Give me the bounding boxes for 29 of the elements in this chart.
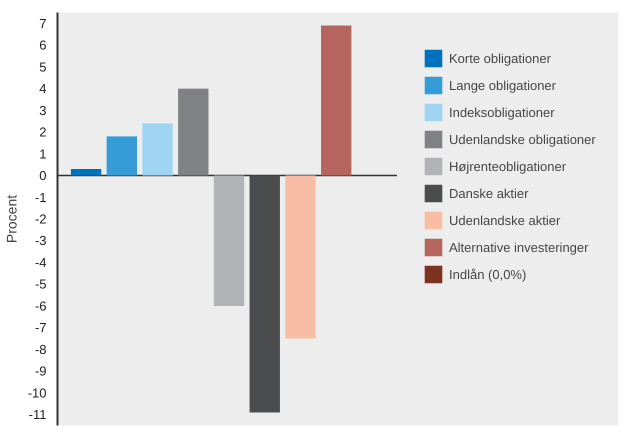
- legend-label: Alternative investeringer: [449, 238, 588, 257]
- legend-label: Udenlandske obligationer: [449, 130, 596, 149]
- y-tick-label: -10: [28, 385, 47, 400]
- y-tick-label: 0: [39, 168, 47, 184]
- y-tick-label: -11: [28, 407, 47, 422]
- legend-label: Danske aktier: [449, 184, 528, 202]
- y-tick-label: 7: [39, 16, 47, 31]
- y-tick-label: 5: [39, 59, 47, 74]
- legend-label: Indlån (0,0%): [449, 266, 526, 284]
- y-tick-label: -5: [34, 276, 47, 292]
- legend-label: Højrenteobligationer: [449, 158, 566, 176]
- y-tick-label: 1: [39, 146, 47, 162]
- y-tick-label: -9: [34, 364, 47, 379]
- y-tick-label: -1: [34, 190, 47, 205]
- legend-label: Lange obligationer: [449, 76, 556, 95]
- y-tick-label: -8: [34, 342, 47, 357]
- legend-label: Indeksobligationer: [449, 104, 555, 122]
- y-tick-label: 6: [39, 38, 47, 53]
- y-tick-label: -4: [34, 254, 47, 270]
- y-tick-label: -3: [34, 233, 47, 248]
- y-tick-label: 4: [39, 81, 47, 96]
- y-tick-label: -2: [34, 212, 47, 226]
- y-tick-label: 3: [39, 102, 47, 118]
- y-tick-label: -7: [34, 320, 47, 336]
- legend-label: Korte obligationer: [449, 50, 551, 68]
- y-axis-title: Procent: [4, 194, 20, 244]
- y-tick-label: -6: [34, 298, 47, 314]
- legend-label: Udenlandske aktier: [449, 212, 560, 230]
- y-tick-label: 2: [39, 124, 47, 140]
